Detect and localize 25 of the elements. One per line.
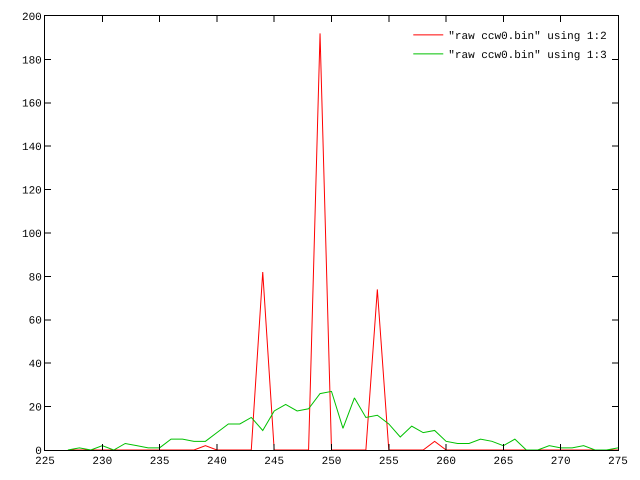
x-tick-label: 240 (206, 456, 227, 468)
y-tick-label: 180 (22, 55, 42, 68)
x-tick-label: 235 (150, 456, 170, 468)
x-tick-label: 225 (35, 456, 55, 468)
y-tick-label: 120 (22, 185, 42, 198)
legend-label: "raw ccw0.bin" using 1:2 (448, 31, 607, 44)
x-tick-label: 270 (550, 456, 571, 468)
x-tick-label: 245 (264, 456, 284, 468)
legend-label: "raw ccw0.bin" using 1:3 (448, 50, 607, 62)
y-tick-label: 80 (28, 272, 42, 284)
y-tick-label: 100 (22, 228, 42, 241)
y-tick-label: 200 (22, 12, 42, 24)
y-tick-label: 20 (28, 402, 42, 414)
y-tick-label: 40 (28, 359, 42, 372)
x-tick-label: 260 (436, 456, 456, 468)
y-tick-label: 60 (28, 316, 42, 328)
y-tick-label: 0 (35, 446, 42, 458)
x-tick-label: 250 (322, 456, 342, 468)
x-tick-label: 275 (608, 456, 628, 468)
y-tick-label: 160 (22, 98, 42, 111)
y-tick-label: 140 (22, 142, 42, 154)
x-tick-label: 230 (92, 456, 112, 468)
line-series (67, 390, 618, 450)
x-tick-label: 255 (378, 456, 399, 468)
x-tick-label: 265 (493, 456, 514, 468)
